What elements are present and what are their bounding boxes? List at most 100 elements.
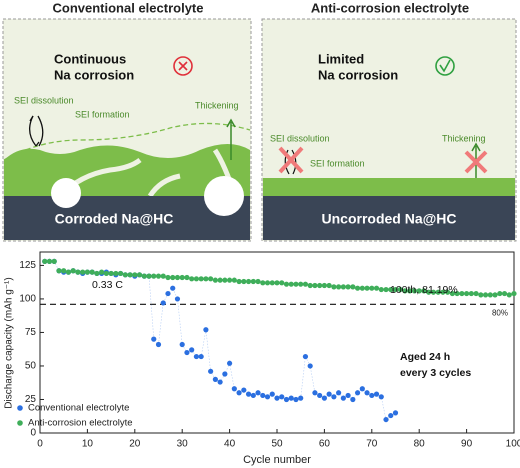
data-point [478, 292, 484, 298]
y-tick-label: 100 [19, 294, 36, 305]
data-point [170, 285, 176, 291]
data-point [264, 280, 271, 286]
sei-layer [263, 178, 515, 197]
data-point [416, 288, 422, 294]
x-tick-label: 30 [177, 439, 189, 450]
data-point [42, 258, 48, 264]
data-point [208, 368, 214, 374]
data-point [317, 392, 323, 399]
data-point [364, 285, 370, 291]
data-point [383, 416, 389, 423]
label: Na corrosion [318, 67, 398, 82]
data-point [227, 277, 233, 283]
data-point [312, 282, 318, 289]
data-point [155, 341, 162, 348]
data-point [231, 277, 237, 283]
data-point [208, 276, 214, 282]
panel-title: Conventional electrolyte [53, 0, 204, 15]
data-point [388, 412, 394, 419]
annotation: 0.33 C [92, 279, 123, 291]
data-point [241, 278, 247, 285]
data-point [56, 268, 62, 274]
data-point [165, 290, 171, 297]
data-point [260, 280, 266, 286]
data-point [397, 286, 403, 293]
data-point [155, 273, 162, 279]
data-point [345, 284, 351, 290]
data-point [430, 289, 437, 295]
data-point [487, 292, 493, 298]
data-point [321, 282, 327, 289]
x-tick-label: 60 [319, 439, 331, 450]
data-point [212, 376, 218, 382]
label: SEI formation [75, 109, 130, 119]
y-tick-label: 25 [25, 394, 37, 405]
data-point [255, 278, 261, 285]
data-point [245, 278, 252, 285]
arrow-head [226, 118, 236, 128]
data-point [373, 391, 380, 397]
data-point [222, 277, 228, 283]
data-point [407, 288, 413, 294]
data-point [440, 289, 446, 295]
label: Continuous [54, 51, 126, 66]
data-point [468, 290, 474, 297]
data-point [340, 284, 346, 290]
data-point [482, 292, 489, 298]
y-axis-label: Discharge capacity (mAh g⁻¹) [4, 277, 15, 408]
data-point [459, 290, 465, 297]
label: Thickening [442, 133, 486, 143]
data-point [464, 290, 470, 297]
data-point [369, 285, 375, 291]
data-point [203, 276, 209, 282]
data-point [359, 386, 365, 392]
data-point [317, 282, 323, 289]
data-point [388, 286, 394, 293]
plot: 0 10 20 30 40 50 60 70 80 90 100 0 25 50 75 100 125 80% 0.… [17, 258, 520, 450]
data-point [184, 274, 190, 281]
arrow-head [29, 115, 40, 147]
label: SEI formation [310, 158, 365, 168]
void [204, 176, 244, 216]
data-point [426, 289, 432, 295]
data-point [435, 289, 441, 295]
data-point [108, 270, 114, 277]
data-point [250, 278, 256, 285]
data-point [312, 390, 318, 396]
data-point [89, 269, 95, 275]
left-panel [2, 18, 252, 242]
data-point [392, 286, 399, 293]
data-point [307, 363, 313, 369]
data-point [227, 360, 233, 366]
data-point [269, 391, 275, 397]
y-tick-label: 125 [19, 260, 36, 271]
data-point [279, 280, 285, 286]
data-point [245, 391, 252, 397]
data-point [298, 395, 304, 401]
data-point [179, 341, 185, 348]
data-point [364, 390, 370, 396]
data-point [136, 272, 143, 278]
data-point [321, 395, 327, 401]
y-tick-label: 75 [25, 327, 37, 338]
data-point [345, 392, 351, 399]
data-point [160, 300, 166, 306]
data-point [117, 270, 124, 277]
y-tick-label: 0 [30, 428, 36, 439]
data-point [217, 379, 223, 385]
x-tick-label: 80 [414, 439, 426, 450]
legend-marker [17, 405, 23, 411]
data-point [198, 353, 204, 360]
data-point [61, 268, 67, 274]
data-point [203, 327, 209, 333]
right-panel [261, 18, 517, 242]
data-point [302, 281, 309, 287]
x-tick-label: 10 [82, 439, 94, 450]
data-point [411, 288, 418, 294]
annotation: 100th, 81.19% [390, 284, 458, 296]
data-point [288, 281, 294, 287]
x-tick-label: 70 [366, 439, 378, 450]
data-point [141, 273, 147, 279]
data-point [279, 394, 285, 400]
